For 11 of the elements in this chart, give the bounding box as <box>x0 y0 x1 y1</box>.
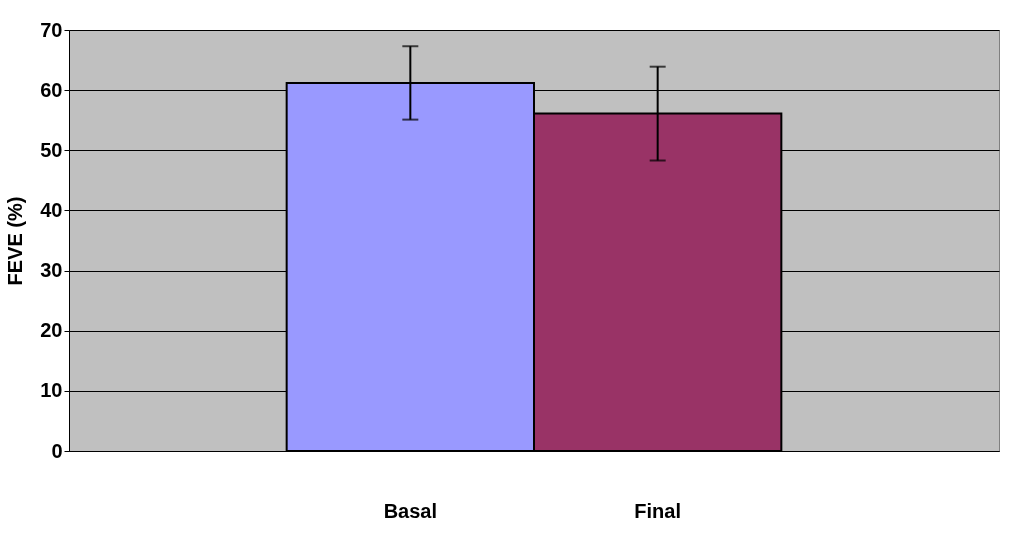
y-tick-label: 40 <box>40 198 63 221</box>
y-tick-label: 10 <box>40 379 63 402</box>
y-tick-label: 60 <box>40 78 63 101</box>
x-tick-label: Basal <box>383 499 438 522</box>
y-tick-label: 0 <box>51 439 63 462</box>
y-tick-label: 30 <box>40 259 63 282</box>
y-axis-title: FEVE (%) <box>4 196 27 286</box>
y-tick-label: 20 <box>40 319 63 342</box>
x-tick-label: Final <box>634 499 682 522</box>
y-tick-label: 50 <box>40 138 63 161</box>
y-tick-label: 70 <box>40 18 63 41</box>
